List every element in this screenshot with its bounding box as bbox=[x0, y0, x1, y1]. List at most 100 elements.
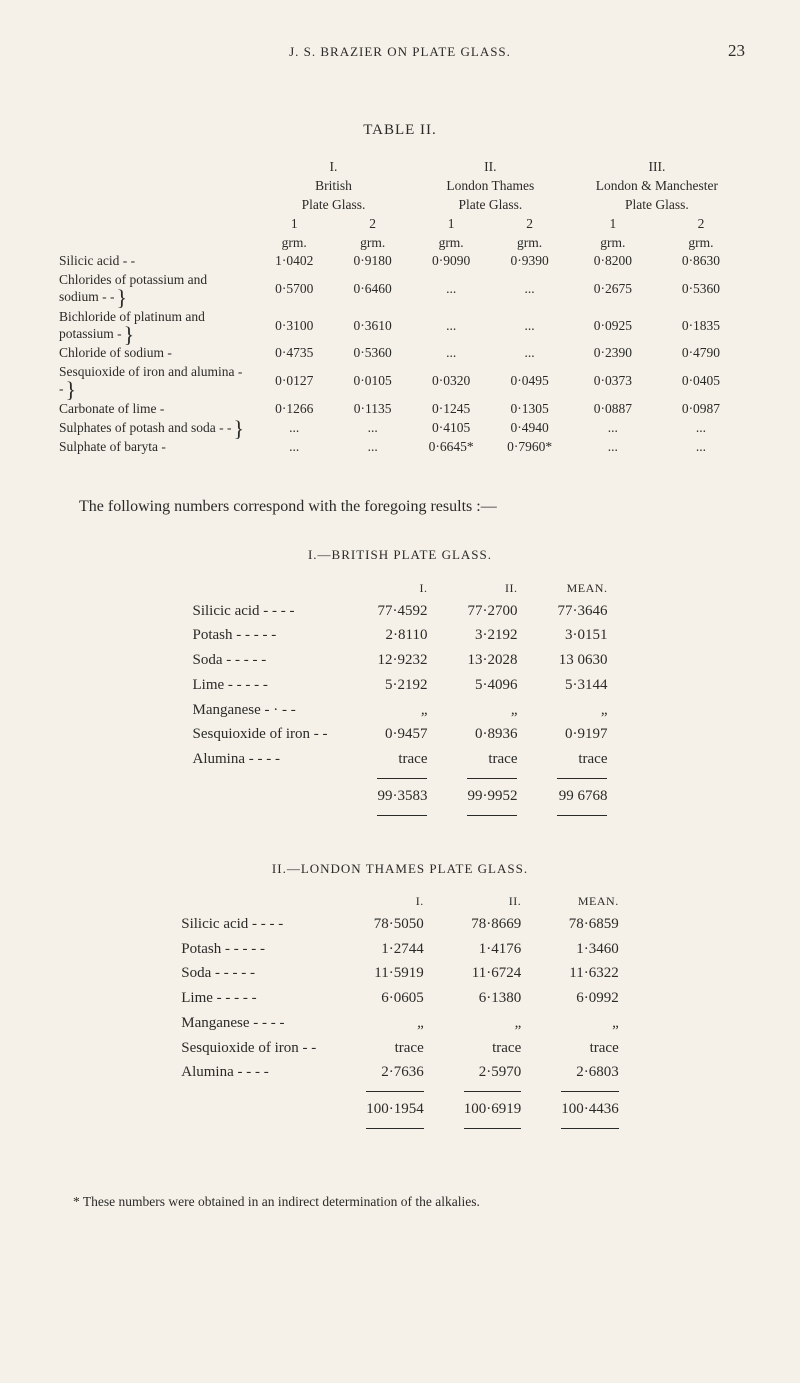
row-label: Potash - - - - - bbox=[161, 937, 346, 962]
row-label: Alumina - - - - bbox=[161, 1060, 346, 1085]
cell: ... bbox=[255, 419, 333, 439]
table-row: Lime - - - - -5·21925·40965·3144 bbox=[173, 673, 628, 698]
cell: trace bbox=[444, 1036, 542, 1061]
table-row: Carbonate of lime -0·12660·11350·12450·1… bbox=[55, 400, 745, 419]
cell: ... bbox=[412, 271, 490, 308]
cell: 0·9197 bbox=[537, 722, 627, 747]
table2-sub-5: 1 bbox=[569, 215, 657, 234]
cell: „ bbox=[346, 1011, 444, 1036]
footnote: * These numbers were obtained in an indi… bbox=[55, 1194, 745, 1211]
row-label: Sesquioxide of iron - - bbox=[161, 1036, 346, 1061]
table-row: Silicic acid - - - -78·505078·866978·685… bbox=[161, 912, 638, 937]
cell: 2·8110 bbox=[357, 623, 447, 648]
cell: 6·1380 bbox=[444, 986, 542, 1011]
table2-group-3-name: London & Manchester bbox=[569, 177, 745, 196]
row-label: Soda - - - - - bbox=[161, 961, 346, 986]
row-label: Bichloride of platinum and potassium -} bbox=[55, 308, 255, 345]
table-row: Silicic acid - -1·04020·91800·90900·9390… bbox=[55, 252, 745, 271]
rule-row bbox=[161, 1085, 638, 1097]
table-row: Sesquioxide of iron and alumina - -}0·01… bbox=[55, 363, 745, 400]
cell: trace bbox=[357, 747, 447, 772]
cell: 0·8200 bbox=[569, 252, 657, 271]
cell: ... bbox=[569, 438, 657, 457]
cell: 6·0605 bbox=[346, 986, 444, 1011]
row-label: Silicic acid - - - - bbox=[173, 599, 358, 624]
cell: ... bbox=[333, 419, 411, 439]
cell: 0·0925 bbox=[569, 308, 657, 345]
cell: trace bbox=[537, 747, 627, 772]
row-label: Sesquioxide of iron - - bbox=[173, 722, 358, 747]
cell: 0·0495 bbox=[490, 363, 568, 400]
sec1-col-3: MEAN. bbox=[537, 578, 627, 599]
table-row: Manganese - · - -„„„ bbox=[173, 698, 628, 723]
cell: „ bbox=[447, 698, 537, 723]
sec2-col-2: II. bbox=[444, 891, 542, 912]
cell: 5·3144 bbox=[537, 673, 627, 698]
row-label: Soda - - - - - bbox=[173, 648, 358, 673]
cell: 0·1305 bbox=[490, 400, 568, 419]
cell: 11·6724 bbox=[444, 961, 542, 986]
cell: 0·1835 bbox=[657, 308, 745, 345]
brace-icon: } bbox=[122, 326, 135, 344]
table2-group-2-name2: Plate Glass. bbox=[412, 196, 569, 215]
cell: 2·7636 bbox=[346, 1060, 444, 1085]
cell: 78·5050 bbox=[346, 912, 444, 937]
table2-unit: grm. bbox=[412, 234, 490, 253]
brace-icon: } bbox=[64, 381, 77, 399]
cell: 0·2675 bbox=[569, 271, 657, 308]
cell: 77·4592 bbox=[357, 599, 447, 624]
section2-heading: II.—LONDON THAMES PLATE GLASS. bbox=[55, 861, 745, 877]
row-label: Sulphate of baryta - bbox=[55, 438, 255, 457]
table2-sub-6: 2 bbox=[657, 215, 745, 234]
cell: 2·5970 bbox=[444, 1060, 542, 1085]
table-row: Sesquioxide of iron - -0·94570·89360·919… bbox=[173, 722, 628, 747]
cell: „ bbox=[537, 698, 627, 723]
total-cell: 100·4436 bbox=[541, 1097, 639, 1122]
table-row: Potash - - - - -2·81103·21923·0151 bbox=[173, 623, 628, 648]
row-label: Manganese - - - - bbox=[161, 1011, 346, 1036]
table2-body: Silicic acid - -1·04020·91800·90900·9390… bbox=[55, 252, 745, 457]
table2-caption: TABLE II. bbox=[55, 121, 745, 140]
total-cell: 99·3583 bbox=[357, 784, 447, 809]
total-cell: 100·6919 bbox=[444, 1097, 542, 1122]
section1-heading: I.—BRITISH PLATE GLASS. bbox=[55, 547, 745, 563]
cell: 0·5700 bbox=[255, 271, 333, 308]
cell: 0·1266 bbox=[255, 400, 333, 419]
cell: 11·6322 bbox=[541, 961, 639, 986]
cell: 0·4105 bbox=[412, 419, 490, 439]
cell: 0·8936 bbox=[447, 722, 537, 747]
cell: ... bbox=[657, 419, 745, 439]
table2-group-3-name2: Plate Glass. bbox=[569, 196, 745, 215]
total-cell: 99 6768 bbox=[537, 784, 627, 809]
total-cell: 99·9952 bbox=[447, 784, 537, 809]
cell: 0·5360 bbox=[333, 344, 411, 363]
table-row: Bichloride of platinum and potassium -} 0… bbox=[55, 308, 745, 345]
cell: ... bbox=[490, 344, 568, 363]
cell: 0·7960* bbox=[490, 438, 568, 457]
cell: 0·6460 bbox=[333, 271, 411, 308]
table-row: Chlorides of potassium and sodium - -}0·… bbox=[55, 271, 745, 308]
table2-sub-3: 1 bbox=[412, 215, 490, 234]
table-row: Sulphate of baryta -......0·6645*0·7960*… bbox=[55, 438, 745, 457]
cell: 0·3610 bbox=[333, 308, 411, 345]
table2-group-1-name: British bbox=[255, 177, 412, 196]
cell: 0·4940 bbox=[490, 419, 568, 439]
running-title: J. S. BRAZIER ON PLATE GLASS. bbox=[95, 44, 705, 60]
table2-group-2-name: London Thames bbox=[412, 177, 569, 196]
table-row: Alumina - - - -2·76362·59702·6803 bbox=[161, 1060, 638, 1085]
table2-group-1-roman: I. bbox=[255, 158, 412, 177]
cell: 77·2700 bbox=[447, 599, 537, 624]
cell: 0·9180 bbox=[333, 252, 411, 271]
cell: 0·9457 bbox=[357, 722, 447, 747]
table2: I. II. III. British London Thames London… bbox=[55, 158, 745, 457]
row-label: Alumina - - - - bbox=[173, 747, 358, 772]
row-label: Carbonate of lime - bbox=[55, 400, 255, 419]
cell: 0·0127 bbox=[255, 363, 333, 400]
table2-unit: grm. bbox=[255, 234, 333, 253]
table-row: Soda - - - - -11·591911·672411·6322 bbox=[161, 961, 638, 986]
cell: 0·0373 bbox=[569, 363, 657, 400]
cell: 77·3646 bbox=[537, 599, 627, 624]
cell: 0·9090 bbox=[412, 252, 490, 271]
brace-icon: } bbox=[115, 289, 128, 307]
cell: ... bbox=[490, 308, 568, 345]
